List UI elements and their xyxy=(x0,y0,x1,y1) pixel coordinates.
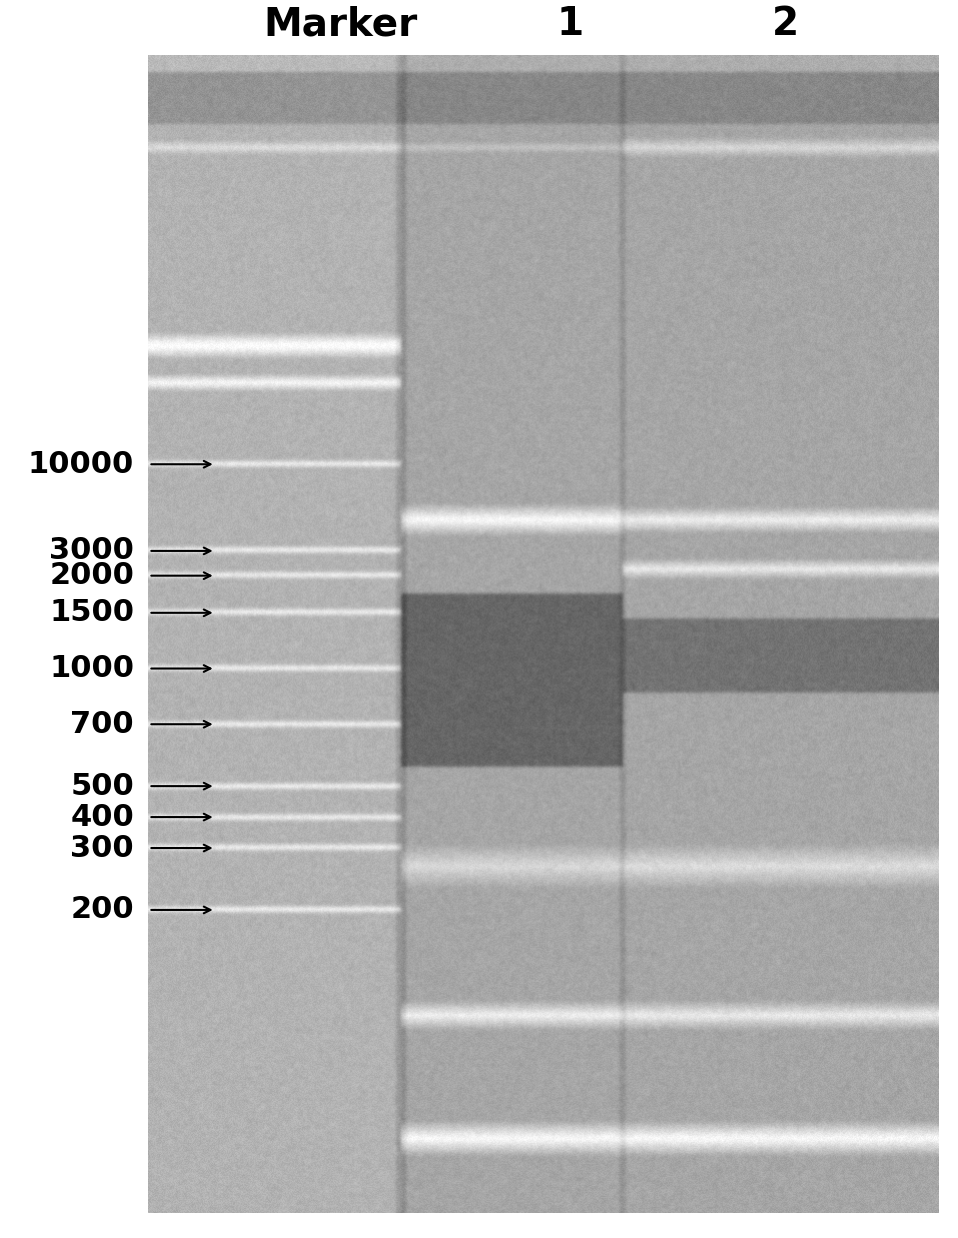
Text: 1000: 1000 xyxy=(49,654,134,683)
Text: 1500: 1500 xyxy=(49,598,134,628)
Text: 200: 200 xyxy=(71,895,134,925)
Text: 3000: 3000 xyxy=(49,536,134,566)
Text: 2: 2 xyxy=(772,5,799,43)
Text: 400: 400 xyxy=(70,802,134,832)
Text: 2000: 2000 xyxy=(49,561,134,591)
Text: 700: 700 xyxy=(71,709,134,739)
Text: 1: 1 xyxy=(557,5,583,43)
Text: 300: 300 xyxy=(71,833,134,863)
Text: Marker: Marker xyxy=(262,5,418,43)
Text: 10000: 10000 xyxy=(28,449,134,479)
Text: 500: 500 xyxy=(70,771,134,801)
